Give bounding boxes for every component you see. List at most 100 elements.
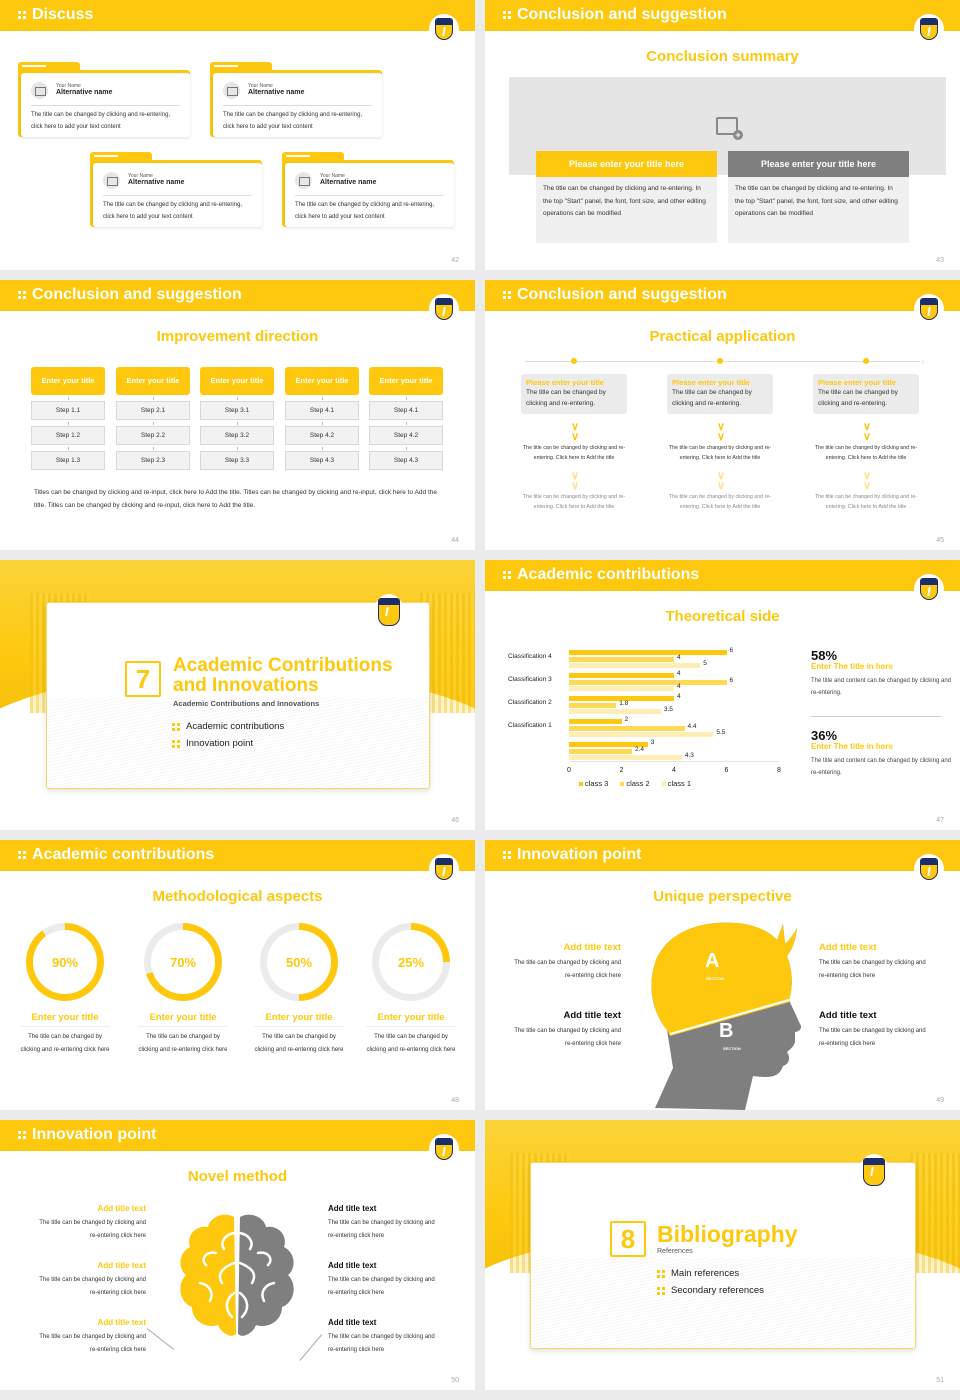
grid-dots-icon: [18, 11, 26, 19]
profile-card[interactable]: Your Name Alternative name The title can…: [18, 62, 190, 137]
university-shield-logo: [429, 14, 459, 44]
grid-dots-icon: [18, 1131, 26, 1139]
stat-percent: 58%: [811, 648, 838, 663]
timeline-dot: [571, 358, 577, 364]
x-tick-label: 8: [777, 767, 781, 774]
university-shield-logo: [859, 1154, 889, 1190]
page-number: 49: [936, 1097, 944, 1104]
x-tick-label: 2: [619, 767, 624, 774]
slide-42[interactable]: Discuss Your Name Alternative name The t…: [0, 0, 475, 270]
card-text: The title can be changed by clicking and…: [223, 112, 363, 130]
step-item: Step 4.1: [285, 397, 359, 420]
chevron-right-icon: ›: [921, 357, 924, 366]
column-paragraph: The title can be changed by clicking and…: [668, 494, 772, 510]
connector-line: [146, 1328, 175, 1350]
step-item: Step 3.3: [200, 447, 274, 470]
slide-45[interactable]: Conclusion and suggestion Practical appl…: [485, 280, 960, 550]
section-b-label: B: [719, 1020, 734, 1042]
section-subtitle: Academic Contributions and Innovations: [173, 699, 320, 708]
slide-header-bar: Academic contributions: [0, 840, 475, 871]
image-add-icon[interactable]: [716, 117, 743, 140]
section-number: 8: [610, 1221, 646, 1257]
slide-header: Academic contributions: [503, 566, 699, 584]
grid-dots-icon: [657, 1286, 665, 1295]
text-block: Add title text The title can be changed b…: [819, 1010, 926, 1047]
text-block: Add title text The title can be changed b…: [39, 1318, 146, 1353]
bar: [569, 709, 661, 714]
bar-value-label: 2: [624, 716, 629, 723]
section-item[interactable]: Innovation point: [172, 738, 253, 749]
x-tick-label: 6: [724, 767, 729, 774]
section-title: Improvement direction: [156, 328, 319, 345]
slide-header-bar: Discuss: [0, 0, 475, 31]
grid-dots-icon: [18, 851, 26, 859]
section-title: Bibliography: [657, 1221, 798, 1247]
double-chevron-down-icon: ∨ ∨: [716, 470, 725, 492]
slide-51[interactable]: 8 Bibliography References Main reference…: [485, 1120, 960, 1390]
step-column: Enter your title Step 4.1 Step 4.2 Step …: [369, 367, 443, 470]
column-title: Please enter your title: [672, 378, 750, 387]
page-number: 43: [936, 257, 944, 264]
summary-box-text: The title can be changed by clicking and…: [735, 185, 898, 217]
summary-box: Please enter your title here The title c…: [536, 151, 717, 243]
building-image: [910, 1153, 960, 1273]
university-shield-logo: [429, 1134, 459, 1164]
step-column: Enter your title Step 2.1 Step 2.2 Step …: [116, 367, 190, 470]
legend-swatch: [620, 782, 625, 786]
card-text: The title can be changed by clicking and…: [295, 202, 435, 220]
section-item[interactable]: Academic contributions: [172, 721, 284, 732]
card-name: Alternative name: [128, 179, 185, 186]
step-item: Step 2.3: [116, 447, 190, 470]
column-desc: The title can be changed by clicking and…: [672, 389, 752, 407]
slide-47[interactable]: Academic contributions Theoretical side …: [485, 560, 960, 830]
card-name: Alternative name: [56, 89, 113, 96]
slide-44[interactable]: Conclusion and suggestion Improvement di…: [0, 280, 475, 550]
column-paragraph: The title can be changed by clicking and…: [522, 445, 626, 461]
section-subtitle: References: [657, 1248, 693, 1255]
grid-dots-icon: [18, 291, 26, 299]
slide-49[interactable]: Innovation point Unique perspective A SE…: [485, 840, 960, 1110]
divider: [811, 716, 941, 717]
bar: [569, 725, 685, 731]
profile-card[interactable]: Your Name Alternative name The title can…: [210, 62, 382, 137]
stat-title: Enter The title in here: [811, 662, 893, 671]
bar: [569, 686, 674, 691]
profile-card[interactable]: Your Name Alternative name The title can…: [90, 152, 262, 227]
card-name: Alternative name: [248, 89, 305, 96]
stat-block: 36% Enter The title in here The title an…: [811, 728, 951, 779]
university-shield-logo: [429, 294, 459, 324]
double-chevron-down-icon: ∨ ∨: [862, 421, 871, 443]
slide-48[interactable]: Academic contributions Methodological as…: [0, 840, 475, 1110]
text-block: Add title text The title can be changed b…: [328, 1261, 435, 1296]
text-block: Add title text The title can be changed b…: [514, 942, 621, 979]
section-title: Novel method: [187, 1168, 288, 1185]
progress-ring: 50%: [260, 923, 338, 1001]
bar-value-label: 6: [729, 647, 734, 654]
profile-card[interactable]: Your Name Alternative name The title can…: [282, 152, 454, 227]
head-silhouette-icon: [651, 922, 802, 1110]
grid-dots-icon: [172, 739, 180, 748]
bar: [569, 663, 701, 668]
step-column: Enter your title Step 1.1 Step 1.2 Step …: [31, 367, 105, 470]
bar: [569, 656, 674, 662]
step-column-title: Enter your title: [200, 367, 274, 395]
legend-swatch: [661, 782, 666, 786]
slide-46[interactable]: 7 Academic Contributions and Innovations…: [0, 560, 475, 830]
category-label: Classification 4: [508, 653, 552, 660]
summary-box-text: The title can be changed by clicking and…: [543, 185, 706, 217]
step-item: Step 4.3: [369, 447, 443, 470]
step-item: Step 4.3: [285, 447, 359, 470]
slide-50[interactable]: Innovation point Novel method Add title …: [0, 1120, 475, 1390]
card-text: The title can be changed by clicking and…: [31, 112, 171, 130]
bar: [569, 650, 727, 655]
x-axis: [569, 761, 779, 762]
section-item[interactable]: Secondary references: [657, 1285, 764, 1296]
slide-43[interactable]: Conclusion and suggestion Conclusion sum…: [485, 0, 960, 270]
section-title: Unique perspective: [653, 888, 792, 905]
application-column: Please enter your title The title can be …: [813, 374, 919, 512]
brain-icon: [180, 1214, 294, 1336]
bar-value-label: 1.8: [619, 699, 629, 707]
section-item[interactable]: Main references: [657, 1268, 739, 1279]
progress-ring: 90%: [26, 923, 104, 1001]
section-title: Academic Contributions and Innovations: [173, 655, 393, 696]
